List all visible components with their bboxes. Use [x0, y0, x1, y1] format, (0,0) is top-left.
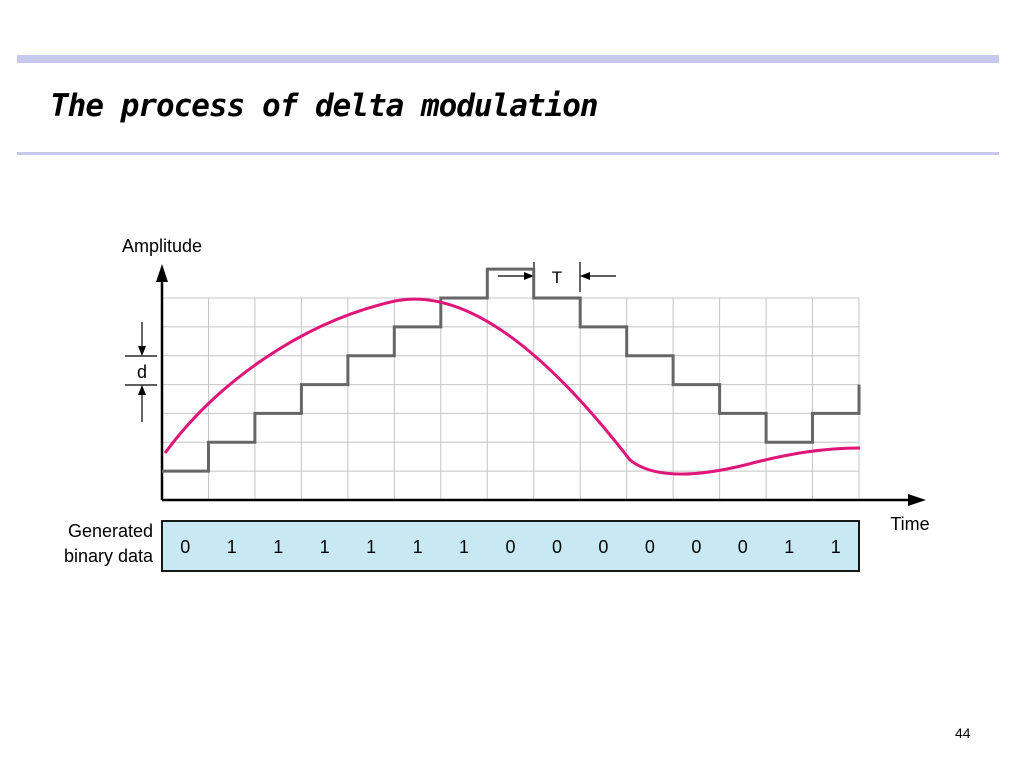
- y-axis-label: Amplitude: [122, 236, 202, 256]
- bit-value: 1: [831, 537, 841, 557]
- bit-value: 1: [784, 537, 794, 557]
- bit-value: 0: [598, 537, 608, 557]
- binary-data-bits: 0 1 1 1 1 1 1 0 0 0 0 0 0 1 1: [180, 537, 841, 557]
- period-label: T: [552, 268, 562, 287]
- bit-value: 0: [552, 537, 562, 557]
- bit-value: 1: [320, 537, 330, 557]
- y-axis-arrowhead: [156, 264, 168, 282]
- page-number: 44: [955, 725, 971, 741]
- bit-value: 1: [459, 537, 469, 557]
- bit-value: 1: [366, 537, 376, 557]
- bit-value: 0: [645, 537, 655, 557]
- bit-value: 0: [505, 537, 515, 557]
- title-divider: [17, 152, 999, 155]
- grid: [162, 297, 860, 500]
- bit-value: 0: [738, 537, 748, 557]
- bit-value: 0: [691, 537, 701, 557]
- top-divider: [17, 55, 999, 63]
- bit-value: 1: [273, 537, 283, 557]
- x-axis-arrowhead: [908, 494, 926, 506]
- bit-value: 1: [413, 537, 423, 557]
- bit-value: 0: [180, 537, 190, 557]
- period-marker: T: [498, 262, 616, 292]
- staircase-approximation: [162, 267, 861, 473]
- binary-data-label-line1: Generated: [68, 521, 153, 541]
- analog-signal-curve: [163, 297, 861, 476]
- step-size-marker: d: [125, 322, 157, 422]
- slide-title: The process of delta modulation: [50, 88, 599, 124]
- bit-value: 1: [227, 537, 237, 557]
- step-size-label: d: [137, 362, 147, 382]
- x-axis-label: Time: [890, 514, 929, 534]
- binary-data-box: [161, 520, 860, 572]
- binary-data-label-line2: binary data: [64, 546, 154, 566]
